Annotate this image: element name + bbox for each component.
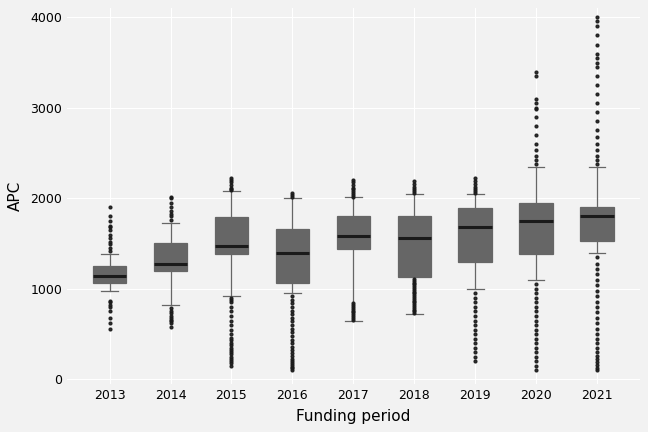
X-axis label: Funding period: Funding period [296,409,411,424]
PathPatch shape [458,208,492,262]
PathPatch shape [580,207,614,241]
PathPatch shape [214,217,248,254]
PathPatch shape [93,266,126,283]
PathPatch shape [397,216,431,277]
Y-axis label: APC: APC [8,181,23,211]
PathPatch shape [154,243,187,271]
PathPatch shape [519,203,553,254]
PathPatch shape [275,229,309,283]
PathPatch shape [336,216,370,249]
